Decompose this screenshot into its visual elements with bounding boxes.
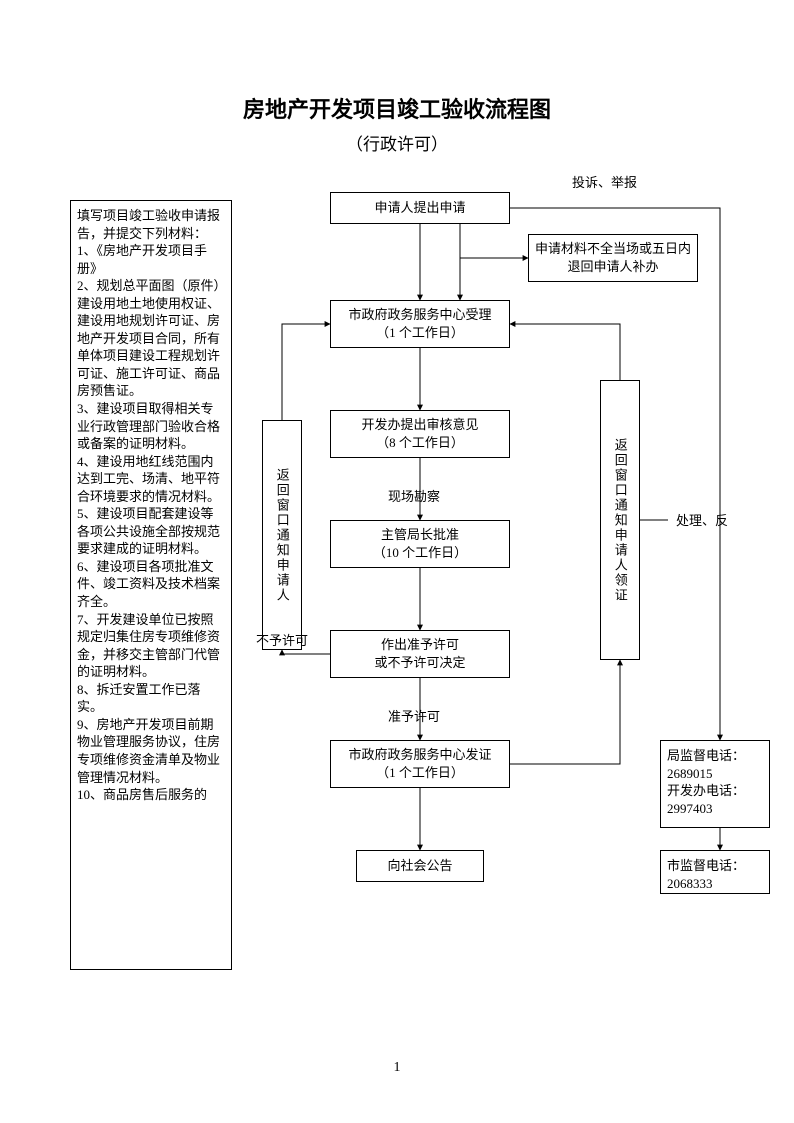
page: { "meta": { "width": 794, "height": 1123… bbox=[0, 0, 794, 1123]
node-phone-2: 市监督电话：2068333 bbox=[660, 850, 770, 894]
node-apply: 申请人提出申请 bbox=[330, 192, 510, 224]
label-handle: 处理、反 bbox=[676, 510, 728, 529]
node-issue-cert: 市政府政务服务中心发证（1 个工作日） bbox=[330, 740, 510, 788]
node-phone-1: 局监督电话：2689015开发办电话：2997403 bbox=[660, 740, 770, 828]
label-survey: 现场勘察 bbox=[388, 486, 440, 505]
node-return-right: 返回窗口通知申请人领证 bbox=[600, 380, 640, 660]
label-grant: 准予许可 bbox=[388, 706, 440, 725]
materials-panel: 填写项目竣工验收申请报告，并提交下列材料：1、《房地产开发项目手册》2、规划总平… bbox=[70, 200, 232, 970]
node-public-notice: 向社会公告 bbox=[356, 850, 484, 882]
label-complaint: 投诉、举报 bbox=[572, 172, 637, 191]
node-review: 开发办提出审核意见（8 个工作日） bbox=[330, 410, 510, 458]
page-number: 1 bbox=[0, 1060, 794, 1076]
node-return-left: 返回窗口通知申请人 bbox=[262, 420, 302, 650]
label-deny: 不予许可 bbox=[256, 630, 308, 649]
node-decide: 作出准予许可或不予许可决定 bbox=[330, 630, 510, 678]
node-accept: 市政府政务服务中心受理（1 个工作日） bbox=[330, 300, 510, 348]
page-title: 房地产开发项目竣工验收流程图 bbox=[0, 92, 794, 124]
node-approve: 主管局长批准（10 个工作日） bbox=[330, 520, 510, 568]
node-return-materials: 申请材料不全当场或五日内退回申请人补办 bbox=[528, 234, 698, 282]
page-subtitle: （行政许可） bbox=[0, 130, 794, 155]
